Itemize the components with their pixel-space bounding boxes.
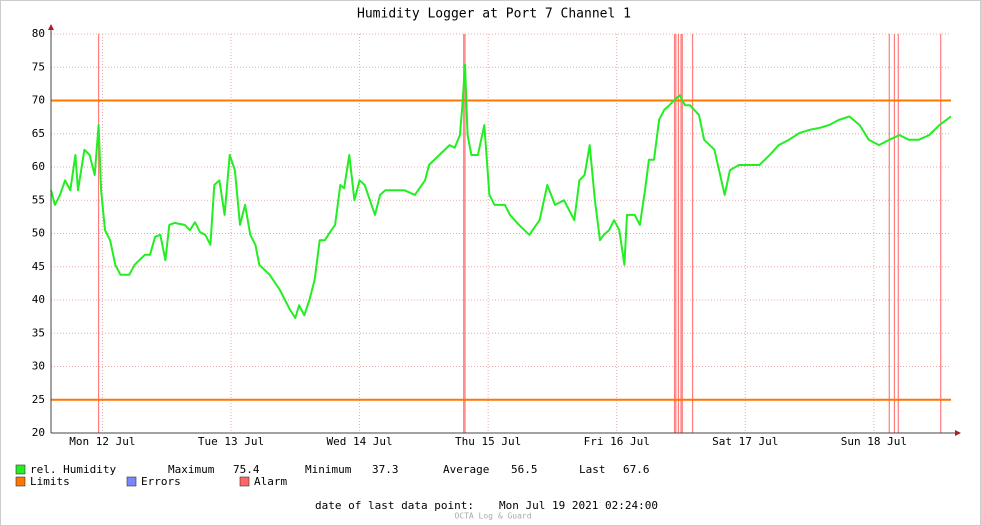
x-tick-label: Wed 14 Jul (326, 435, 392, 448)
x-tick-label: Sat 17 Jul (712, 435, 778, 448)
legend-label: rel. Humidity (30, 463, 116, 476)
footer-value: Mon Jul 19 2021 02:24:00 (499, 499, 658, 512)
x-tick-label: Tue 13 Jul (198, 435, 264, 448)
x-tick-label: Sun 18 Jul (841, 435, 907, 448)
stat-label: Average (443, 463, 489, 476)
legend-label: Limits (30, 475, 70, 488)
stat-label: Maximum (168, 463, 215, 476)
x-tick-label: Mon 12 Jul (69, 435, 135, 448)
y-tick-label: 50 (32, 227, 45, 240)
legend-swatch (15, 476, 26, 487)
y-tick-label: 20 (32, 426, 45, 439)
x-axis-arrow (955, 430, 961, 436)
y-tick-label: 65 (32, 127, 45, 140)
legend-swatch (126, 476, 137, 487)
stat-label: Last (579, 463, 606, 476)
y-tick-label: 45 (32, 260, 45, 273)
stat-value: 37.3 (372, 463, 399, 476)
legend-label: Alarm (254, 475, 287, 488)
y-tick-label: 30 (32, 360, 45, 373)
y-tick-label: 80 (32, 27, 45, 40)
stat-value: 67.6 (623, 463, 650, 476)
y-tick-label: 75 (32, 60, 45, 73)
footer-label: date of last data point: (315, 499, 474, 512)
legend-swatch (239, 476, 250, 487)
y-tick-label: 70 (32, 94, 45, 107)
stat-value: 75.4 (233, 463, 260, 476)
watermark: OCTA Log & Guard (454, 512, 531, 521)
legend-label: Errors (141, 475, 181, 488)
chart-title: Humidity Logger at Port 7 Channel 1 (357, 7, 631, 22)
y-tick-label: 35 (32, 326, 45, 339)
y-tick-label: 40 (32, 293, 45, 306)
stat-value: 56.5 (511, 463, 538, 476)
y-tick-label: 55 (32, 193, 45, 206)
y-tick-label: 60 (32, 160, 45, 173)
y-axis-arrow (48, 24, 54, 30)
y-tick-label: 25 (32, 393, 45, 406)
legend-swatch (15, 464, 26, 475)
data-line (50, 63, 952, 319)
x-tick-label: Fri 16 Jul (584, 435, 650, 448)
x-tick-label: Thu 15 Jul (455, 435, 521, 448)
stat-label: Minimum (305, 463, 352, 476)
